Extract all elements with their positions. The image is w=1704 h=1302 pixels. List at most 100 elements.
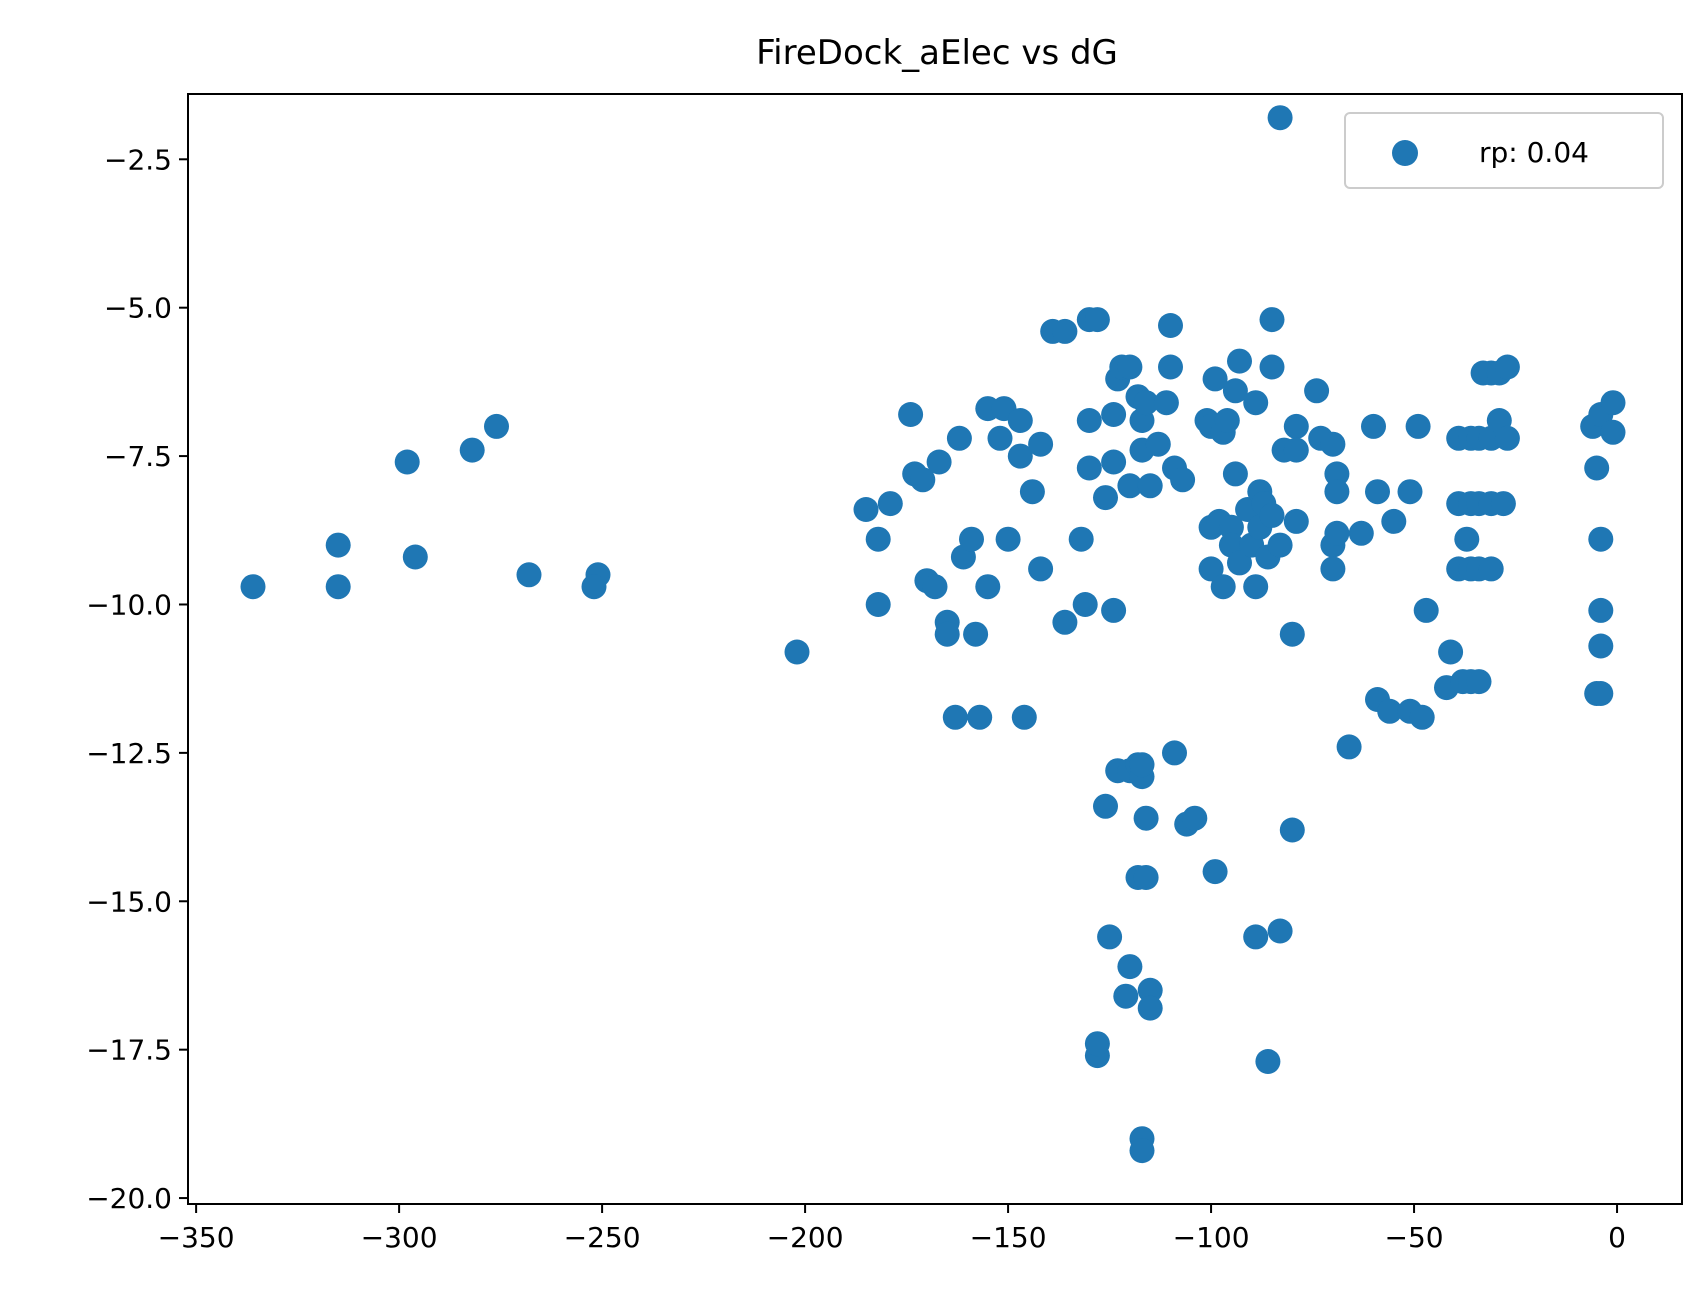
data-point	[1011, 704, 1037, 730]
data-point	[1324, 461, 1350, 487]
data-point	[1137, 977, 1163, 1003]
data-point	[1304, 378, 1330, 404]
x-tick-label: −250	[564, 1221, 641, 1254]
data-point	[1072, 592, 1098, 617]
data-point	[1259, 502, 1285, 528]
data-point	[1267, 105, 1293, 131]
data-point	[1227, 550, 1252, 576]
data-point	[1133, 805, 1159, 831]
data-point	[934, 621, 960, 647]
data-point	[1076, 455, 1102, 481]
data-point	[1320, 431, 1346, 457]
data-point	[1145, 431, 1171, 457]
data-point	[325, 532, 351, 558]
data-point	[1117, 354, 1143, 380]
data-point	[1243, 924, 1269, 950]
y-tick-label: −20.0	[86, 1182, 172, 1215]
data-point	[1052, 609, 1078, 635]
data-point	[1084, 1031, 1110, 1057]
data-point	[1279, 817, 1305, 843]
data-point	[1202, 366, 1228, 392]
data-point	[898, 402, 924, 427]
data-point	[1210, 574, 1236, 600]
data-point	[1413, 597, 1439, 623]
data-point	[1259, 307, 1285, 333]
data-point	[1588, 597, 1614, 623]
data-point	[946, 425, 972, 451]
data-point	[1267, 532, 1293, 558]
data-point	[1279, 621, 1305, 647]
chart-title: FireDock_aElec vs dG	[756, 33, 1118, 73]
data-point	[1101, 402, 1127, 427]
data-point	[1007, 443, 1033, 469]
data-point	[959, 526, 984, 552]
data-point	[1019, 479, 1045, 505]
data-point	[1097, 924, 1123, 950]
data-point	[1267, 918, 1293, 944]
y-axis: −20.0 −17.5 −15.0 −12.5 −10.0 −7.5 −5.0 −2.5	[86, 143, 188, 1215]
data-point	[1084, 307, 1110, 333]
data-point	[1170, 467, 1196, 493]
data-point	[402, 544, 428, 570]
data-point	[1243, 574, 1269, 600]
data-point	[1113, 983, 1139, 1009]
data-point	[995, 526, 1021, 552]
data-point	[1397, 479, 1423, 505]
data-point	[1600, 419, 1626, 445]
data-point	[1117, 473, 1143, 499]
y-tick-label: −12.5	[86, 737, 172, 770]
data-point	[1182, 805, 1208, 831]
data-point	[1381, 508, 1407, 534]
data-point	[1117, 954, 1143, 980]
data-point	[1600, 390, 1626, 416]
data-point	[963, 621, 989, 647]
data-point	[1320, 556, 1346, 582]
data-point	[1162, 740, 1187, 766]
y-tick-label: −17.5	[86, 1034, 172, 1067]
data-point	[1158, 313, 1183, 338]
data-point	[942, 704, 968, 730]
data-point	[853, 497, 879, 522]
data-point	[1214, 408, 1240, 433]
data-point	[1361, 413, 1386, 439]
legend-box	[1344, 112, 1664, 189]
data-point	[484, 413, 509, 439]
data-point	[1255, 1049, 1281, 1074]
data-point	[1283, 508, 1309, 534]
data-point	[987, 425, 1013, 451]
data-point	[1490, 491, 1516, 517]
data-point	[516, 562, 542, 588]
data-point	[1478, 556, 1504, 582]
data-point	[967, 704, 993, 730]
data-point	[1588, 633, 1614, 659]
plot-frame	[187, 93, 1683, 1205]
data-point	[1093, 485, 1118, 511]
data-point	[1137, 995, 1163, 1021]
x-tick-label: −100	[1173, 1221, 1250, 1254]
x-tick-label: −50	[1385, 1221, 1444, 1254]
y-tick-label: −7.5	[104, 440, 172, 473]
data-point	[1101, 597, 1127, 623]
data-point	[922, 574, 948, 600]
data-point	[1588, 526, 1614, 552]
data-point	[1093, 793, 1118, 819]
data-point	[1494, 425, 1520, 451]
data-point	[1028, 431, 1054, 457]
x-tick-label: −150	[970, 1221, 1047, 1254]
data-point	[1409, 704, 1435, 730]
data-point	[865, 526, 891, 552]
data-point	[1365, 479, 1390, 505]
data-point	[1222, 461, 1248, 487]
data-point	[1218, 514, 1244, 540]
y-tick-label: −5.0	[104, 292, 172, 325]
data-point	[1438, 639, 1464, 665]
y-tick-label: −2.5	[104, 143, 172, 176]
data-point	[1133, 865, 1159, 890]
data-point	[1348, 520, 1374, 546]
legend-marker	[1392, 140, 1418, 166]
x-tick-label: −300	[361, 1221, 438, 1254]
x-tick-label: 0	[1608, 1221, 1626, 1254]
data-point	[240, 574, 266, 600]
data-point	[926, 449, 952, 475]
